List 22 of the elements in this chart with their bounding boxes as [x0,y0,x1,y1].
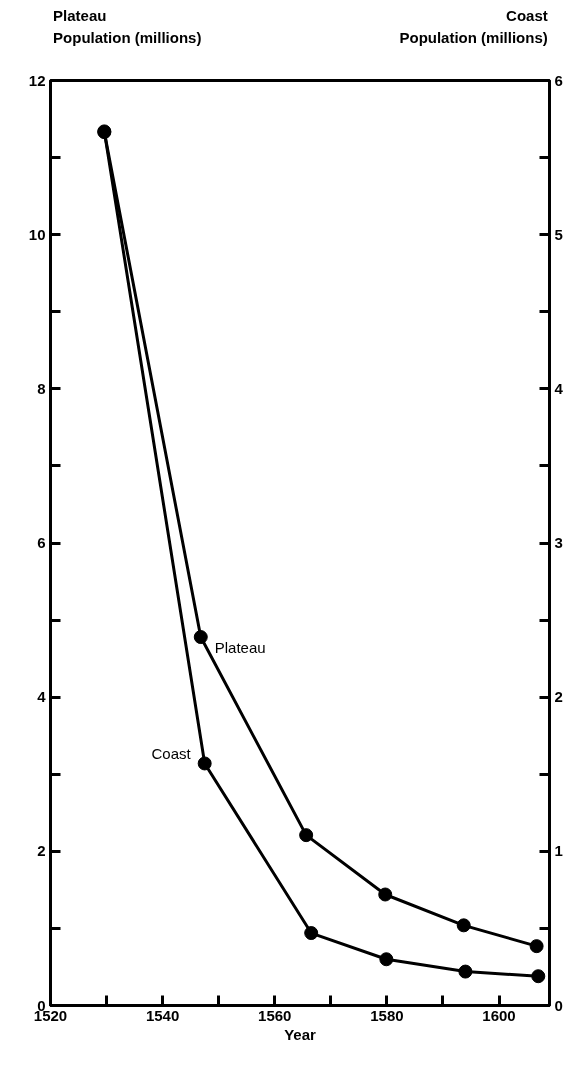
y-tick-label: 12 [28,71,46,89]
y2-tick-label: 0 [554,996,563,1014]
y-axis-title: Plateau Population (millions) [53,7,202,46]
y2-tick-label: 3 [554,534,563,551]
x-tick-label: 1560 [258,1006,292,1024]
x-tick-label: 1540 [145,1006,180,1024]
y2-tick-label: 6 [554,71,563,89]
series-label: Plateau [214,638,266,656]
y2-axis-title: Coast Population (millions) [399,7,548,46]
y-tick-label: 6 [37,534,46,551]
x-tick-label: 1580 [370,1006,404,1024]
y-tick-label: 2 [37,842,46,860]
y-tick-label: 10 [28,225,46,243]
x-axis-title: Year [284,1025,317,1043]
y2-tick-label: 2 [554,688,563,706]
series-label: Coast [151,744,192,762]
y2-tick-label: 5 [554,225,563,243]
y-tick-label: 4 [37,688,47,706]
y2-tick-label: 1 [554,842,563,860]
y2-tick-label: 4 [554,379,564,397]
x-tick-label: 1600 [482,1006,516,1024]
y-tick-label: 8 [37,379,46,397]
